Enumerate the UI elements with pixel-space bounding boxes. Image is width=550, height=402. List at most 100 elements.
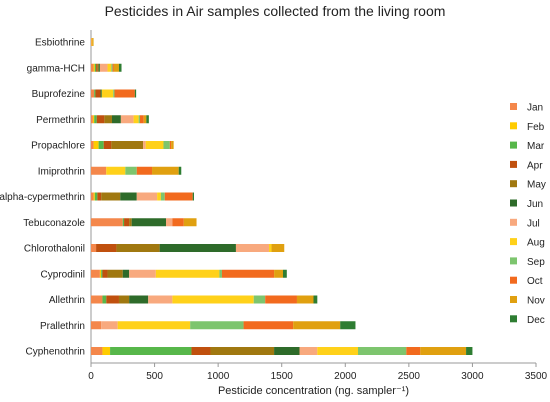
bar-segment [91, 38, 93, 46]
bar-segment [282, 269, 287, 278]
bar-segment [102, 347, 111, 355]
legend-swatch [510, 296, 517, 303]
legend-label: Jun [527, 199, 543, 210]
y-tick-label: Tebuconazole [23, 218, 85, 229]
legend-swatch [510, 160, 517, 168]
bar-segment [340, 321, 356, 330]
bar-segment [93, 63, 95, 72]
bar-segment [136, 166, 153, 175]
bar-segment [97, 192, 102, 201]
bar-segment [406, 347, 421, 355]
bar-segment [143, 115, 147, 124]
bar-segment [253, 295, 266, 304]
bar-segment [139, 115, 144, 124]
legend-label: Apr [527, 160, 543, 171]
bar-segment [93, 141, 99, 149]
legend-label: Nov [527, 296, 545, 307]
legend-label: Oct [527, 276, 543, 287]
bar-segment [157, 192, 161, 201]
bar-segment [129, 218, 132, 227]
bar-segment [164, 192, 193, 201]
y-tick-label: Propachlore [31, 141, 85, 152]
bar-segment [91, 244, 97, 252]
bar-segment [99, 63, 108, 72]
bar-segment [120, 192, 137, 201]
bar-segment [111, 141, 144, 149]
bar-segment [94, 115, 97, 124]
legend-swatch [510, 315, 517, 323]
bar-segment [92, 38, 94, 46]
bar-segment [169, 141, 172, 149]
bar-segment [271, 244, 285, 252]
bar-segment [92, 115, 95, 124]
bar-segment [114, 89, 135, 98]
bar-segment [219, 269, 222, 278]
bar-segment [166, 218, 173, 227]
legend-label: Sep [527, 257, 545, 268]
y-tick-label: gamma-HCH [27, 63, 85, 74]
bar-segment [94, 89, 96, 98]
bar-segment [172, 218, 184, 227]
bar-segment [190, 321, 244, 330]
legend-swatch [510, 122, 517, 130]
bar-segment [131, 218, 167, 227]
bar-segment [102, 295, 107, 304]
bar-segment [112, 63, 114, 72]
bar-segment [91, 192, 94, 201]
bar-segment [91, 347, 103, 355]
y-tick-label: alpha-cypermethrin [0, 192, 85, 203]
bar-segment [101, 321, 118, 330]
bar-segment [98, 141, 104, 149]
bar-segment [91, 38, 92, 46]
legend-label: Feb [527, 122, 545, 133]
bar-segment [183, 218, 197, 227]
bar-segment [91, 166, 107, 175]
legend-label: Dec [527, 315, 545, 326]
bar-segment [91, 115, 93, 124]
bar-segment [269, 244, 272, 252]
x-axis-label: Pesticide concentration (ng. sampler⁻¹) [217, 385, 410, 397]
legend-swatch [510, 276, 517, 284]
bar-segment [317, 347, 358, 355]
bar-segment [136, 192, 158, 201]
x-tick-label: 3000 [461, 371, 484, 382]
bar-segment [101, 89, 114, 98]
bar-segment [91, 218, 123, 227]
bar-segment [192, 192, 194, 201]
legend-label: Jan [527, 103, 543, 114]
bar-segment [152, 166, 179, 175]
bar-segment [129, 269, 156, 278]
legend-label: Mar [527, 141, 545, 152]
bar-segment [91, 321, 102, 330]
bar-segment [118, 63, 122, 72]
y-tick-label: Prallethrin [40, 321, 85, 332]
bar-segment [113, 63, 119, 72]
y-tick-label: Cyphenothrin [26, 347, 85, 358]
legend-swatch [510, 103, 517, 110]
bar-segment [146, 115, 149, 124]
bar-segment [163, 141, 170, 149]
bar-segment [296, 295, 314, 304]
bar-segment [155, 269, 220, 278]
x-tick-label: 2500 [398, 371, 421, 382]
legend-label: Jul [527, 218, 540, 229]
bar-segment [313, 295, 318, 304]
bar-segment [91, 63, 94, 72]
bar-segment [111, 63, 113, 72]
bar-segment [125, 166, 137, 175]
bar-segment [91, 295, 103, 304]
bar-segment [210, 347, 275, 355]
y-tick-label: Cyprodinil [41, 269, 85, 280]
x-tick-label: 0 [88, 371, 94, 382]
bar-segment [134, 89, 137, 98]
x-tick-label: 500 [146, 371, 163, 382]
bar-segment [116, 244, 160, 252]
bar-segment [101, 269, 103, 278]
bar-segment [94, 192, 98, 201]
bar-segment [113, 89, 115, 98]
legend-swatch [510, 180, 517, 188]
bar-segment [95, 89, 101, 98]
legend-swatch [510, 141, 517, 149]
